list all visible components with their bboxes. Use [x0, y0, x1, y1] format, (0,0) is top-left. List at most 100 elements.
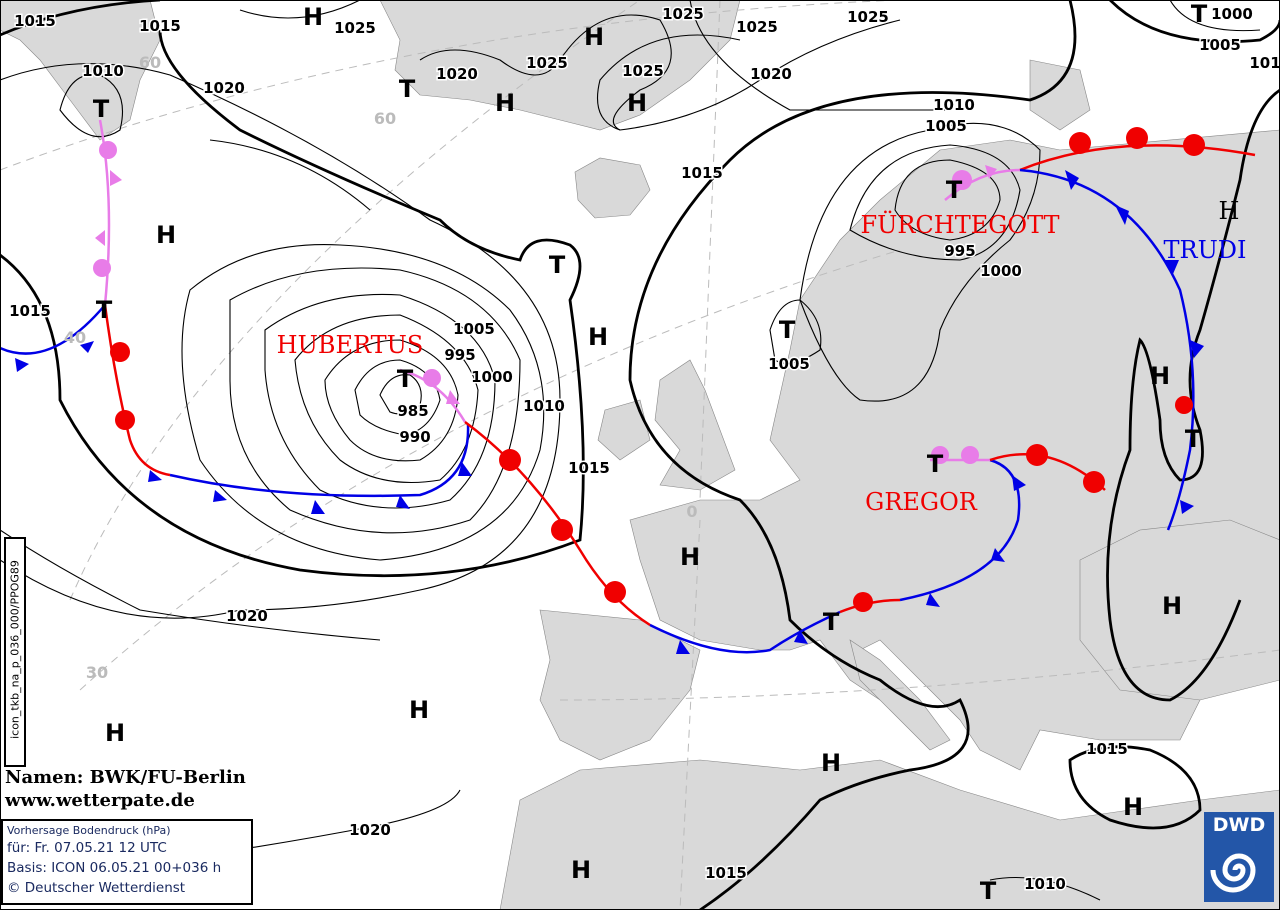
isobar-label: 1015 — [139, 17, 181, 35]
isobar-labels: 1015 1015 1025 1025 1025 1025 1000 1005 … — [8, 4, 1280, 895]
high-name-trudi: TRUDI — [1163, 236, 1246, 264]
fronts — [0, 119, 1256, 654]
high-center: H — [821, 749, 841, 777]
isobar-label: 1005 — [768, 355, 810, 373]
warm-front-west — [103, 304, 171, 477]
high-center: H — [409, 696, 429, 724]
high-center: H — [680, 543, 700, 571]
low-center: T — [549, 251, 566, 279]
warm-front-hubertus — [464, 420, 651, 627]
isobar-label: 1025 — [847, 8, 889, 26]
low-pressure-centers: T T T T T T T T T T T T — [93, 0, 1208, 905]
low-center: T — [397, 365, 414, 393]
land-north-africa — [499, 759, 1280, 910]
system-names: HUBERTUS FÜRCHTEGOTT GREGOR TRUDI H — [277, 197, 1247, 516]
cold-front-hubertus — [169, 424, 470, 498]
land-svalbard-arctic — [1029, 59, 1091, 131]
isobar-label: 1025 — [622, 62, 664, 80]
website-link[interactable]: www.wetterpate.de — [5, 790, 195, 811]
low-center: T — [1191, 0, 1208, 28]
high-center: H — [156, 221, 176, 249]
dwd-logo-text: DWD — [1212, 814, 1266, 836]
isobar-label: 1025 — [662, 5, 704, 23]
low-center: T — [823, 608, 840, 636]
isobar-label: 1010 — [933, 96, 975, 114]
dwd-logo: DWD — [1204, 812, 1274, 902]
isobar-label: 1015 — [568, 459, 610, 477]
land-arctic-canada — [0, 0, 161, 141]
forecast-info-box: Vorhersage Bodendruck (hPa) für: Fr. 07.… — [1, 819, 253, 905]
product-code: icon_tkb_na_p_036_000/PPOG89 — [8, 560, 22, 739]
product-code-box: icon_tkb_na_p_036_000/PPOG89 — [4, 537, 26, 767]
low-name-gregor: GREGOR — [865, 488, 978, 516]
isobar-label: 1020 — [750, 65, 792, 83]
occlusion-west — [98, 119, 111, 306]
isobar-label: 1005 — [1199, 36, 1241, 54]
isobar-label: 1020 — [226, 607, 268, 625]
latitude-label: 60 — [139, 53, 161, 72]
isobar-label: 985 — [397, 402, 428, 420]
low-center: T — [399, 75, 416, 103]
cold-front-triangles — [15, 170, 1204, 654]
high-pressure-centers: H H H H H H H H H H H H H H — [105, 3, 1182, 884]
cold-front-west — [0, 304, 106, 355]
isobar-label: 1000 — [980, 262, 1022, 280]
land-iceland — [574, 157, 651, 219]
high-center: H — [571, 856, 591, 884]
isobar-label: 1010 — [82, 62, 124, 80]
occlusion-hubertus — [399, 368, 467, 423]
isobar-label: 1025 — [334, 19, 376, 37]
credits: Namen: BWK/FU-Berlin www.wetterpate.de — [5, 766, 246, 812]
low-center: T — [946, 176, 963, 204]
land-iberia — [539, 609, 701, 761]
low-center: T — [927, 450, 944, 478]
cold-front-trudi — [1019, 168, 1195, 531]
isobar-label: 1005 — [925, 117, 967, 135]
high-center: H — [1162, 592, 1182, 620]
isobar-label: 1000 — [471, 368, 513, 386]
land-greenland — [379, 0, 741, 131]
isobar-label: 1025 — [526, 54, 568, 72]
low-name-hubertus: HUBERTUS — [277, 331, 424, 359]
isobar-label: 101 — [1249, 54, 1280, 72]
info-basis: Basis: ICON 06.05.21 00+036 h — [7, 860, 222, 876]
isobar-label: 1015 — [681, 164, 723, 182]
dwd-spiral-icon — [1210, 853, 1256, 893]
cold-front-gregor — [899, 458, 1021, 602]
high-center: H — [584, 23, 604, 51]
names-credit: Namen: BWK/FU-Berlin — [5, 767, 246, 788]
isobar-label: 1020 — [349, 821, 391, 839]
isobar-label: 995 — [444, 346, 475, 364]
latitude-label: 60 — [374, 109, 396, 128]
occlusion-fuerchtegott — [944, 168, 1021, 201]
low-center: T — [96, 296, 113, 324]
isobar-label: 1015 — [9, 302, 51, 320]
high-center: H — [105, 719, 125, 747]
high-center: H — [1150, 362, 1170, 390]
latitude-label: 30 — [86, 663, 108, 682]
low-center: T — [980, 877, 997, 905]
info-title: Vorhersage Bodendruck (hPa) — [7, 824, 171, 837]
isobar-label: 1010 — [1024, 875, 1066, 893]
high-center: H — [1123, 793, 1143, 821]
low-name-fuerchtegott: FÜRCHTEGOTT — [860, 210, 1059, 239]
isobar-label: 1010 — [523, 397, 565, 415]
longitude-label: 0 — [686, 502, 697, 521]
isobar-label: 1015 — [705, 864, 747, 882]
info-copyright: © Deutscher Wetterdienst — [7, 880, 186, 896]
low-center: T — [779, 316, 796, 344]
high-center: H — [588, 323, 608, 351]
high-center: H — [303, 3, 323, 31]
land-british-isles — [597, 359, 736, 491]
cold-front-south — [649, 610, 841, 654]
occlusion-symbols — [93, 141, 997, 464]
grid-labels: 60 60 40 0 30 — [64, 53, 698, 682]
low-center: T — [93, 95, 110, 123]
high-center: H — [495, 89, 515, 117]
longitude-label: 40 — [64, 328, 86, 347]
isobar-label: 1020 — [436, 65, 478, 83]
